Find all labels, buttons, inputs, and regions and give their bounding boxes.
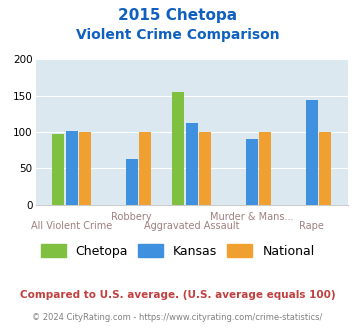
Text: © 2024 CityRating.com - https://www.cityrating.com/crime-statistics/: © 2024 CityRating.com - https://www.city… — [32, 314, 323, 322]
Text: Violent Crime Comparison: Violent Crime Comparison — [76, 28, 279, 42]
Bar — [139, 132, 151, 205]
Legend: Chetopa, Kansas, National: Chetopa, Kansas, National — [40, 244, 315, 258]
Text: Murder & Mans...: Murder & Mans... — [210, 212, 294, 222]
Bar — [319, 132, 331, 205]
Text: Robbery: Robbery — [111, 212, 152, 222]
Bar — [66, 131, 77, 205]
Text: Compared to U.S. average. (U.S. average equals 100): Compared to U.S. average. (U.S. average … — [20, 290, 335, 300]
Text: Rape: Rape — [299, 220, 324, 231]
Bar — [173, 92, 185, 205]
Bar — [306, 100, 318, 205]
Text: All Violent Crime: All Violent Crime — [31, 220, 112, 231]
Text: Aggravated Assault: Aggravated Assault — [144, 220, 240, 231]
Text: 2015 Chetopa: 2015 Chetopa — [118, 8, 237, 23]
Bar — [259, 132, 271, 205]
Bar — [199, 132, 211, 205]
Bar — [79, 132, 91, 205]
Bar — [186, 122, 198, 205]
Bar — [246, 139, 258, 205]
Bar — [52, 134, 64, 205]
Bar — [126, 159, 138, 205]
